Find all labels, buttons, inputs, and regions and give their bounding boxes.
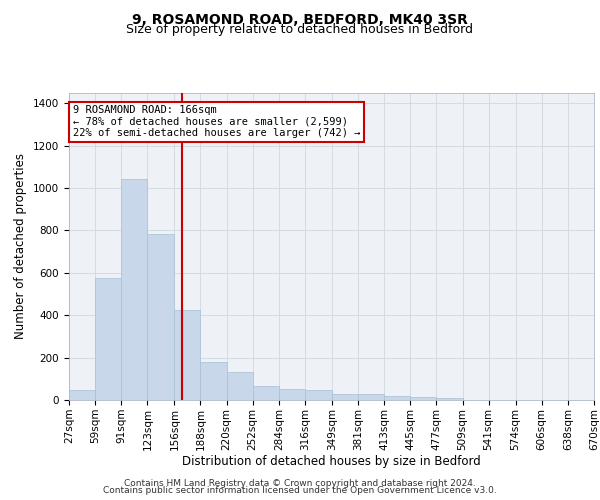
Text: Size of property relative to detached houses in Bedford: Size of property relative to detached ho…	[127, 22, 473, 36]
Text: Contains HM Land Registry data © Crown copyright and database right 2024.: Contains HM Land Registry data © Crown c…	[124, 478, 476, 488]
Bar	[121, 180, 148, 400]
Bar	[253, 386, 279, 400]
Bar	[305, 390, 332, 400]
Bar	[436, 398, 463, 400]
Bar	[358, 394, 384, 400]
Bar	[384, 396, 410, 400]
Bar	[279, 390, 305, 400]
Bar	[95, 278, 121, 400]
Bar	[200, 362, 227, 400]
Y-axis label: Number of detached properties: Number of detached properties	[14, 153, 28, 339]
Bar	[175, 310, 200, 400]
Bar	[410, 397, 436, 400]
Text: 9 ROSAMOND ROAD: 166sqm
← 78% of detached houses are smaller (2,599)
22% of semi: 9 ROSAMOND ROAD: 166sqm ← 78% of detache…	[73, 105, 361, 138]
Bar	[148, 234, 175, 400]
Bar	[227, 372, 253, 400]
Text: 9, ROSAMOND ROAD, BEDFORD, MK40 3SR: 9, ROSAMOND ROAD, BEDFORD, MK40 3SR	[132, 12, 468, 26]
Bar	[332, 394, 358, 400]
Bar	[69, 390, 95, 400]
X-axis label: Distribution of detached houses by size in Bedford: Distribution of detached houses by size …	[182, 456, 481, 468]
Text: Contains public sector information licensed under the Open Government Licence v3: Contains public sector information licen…	[103, 486, 497, 495]
